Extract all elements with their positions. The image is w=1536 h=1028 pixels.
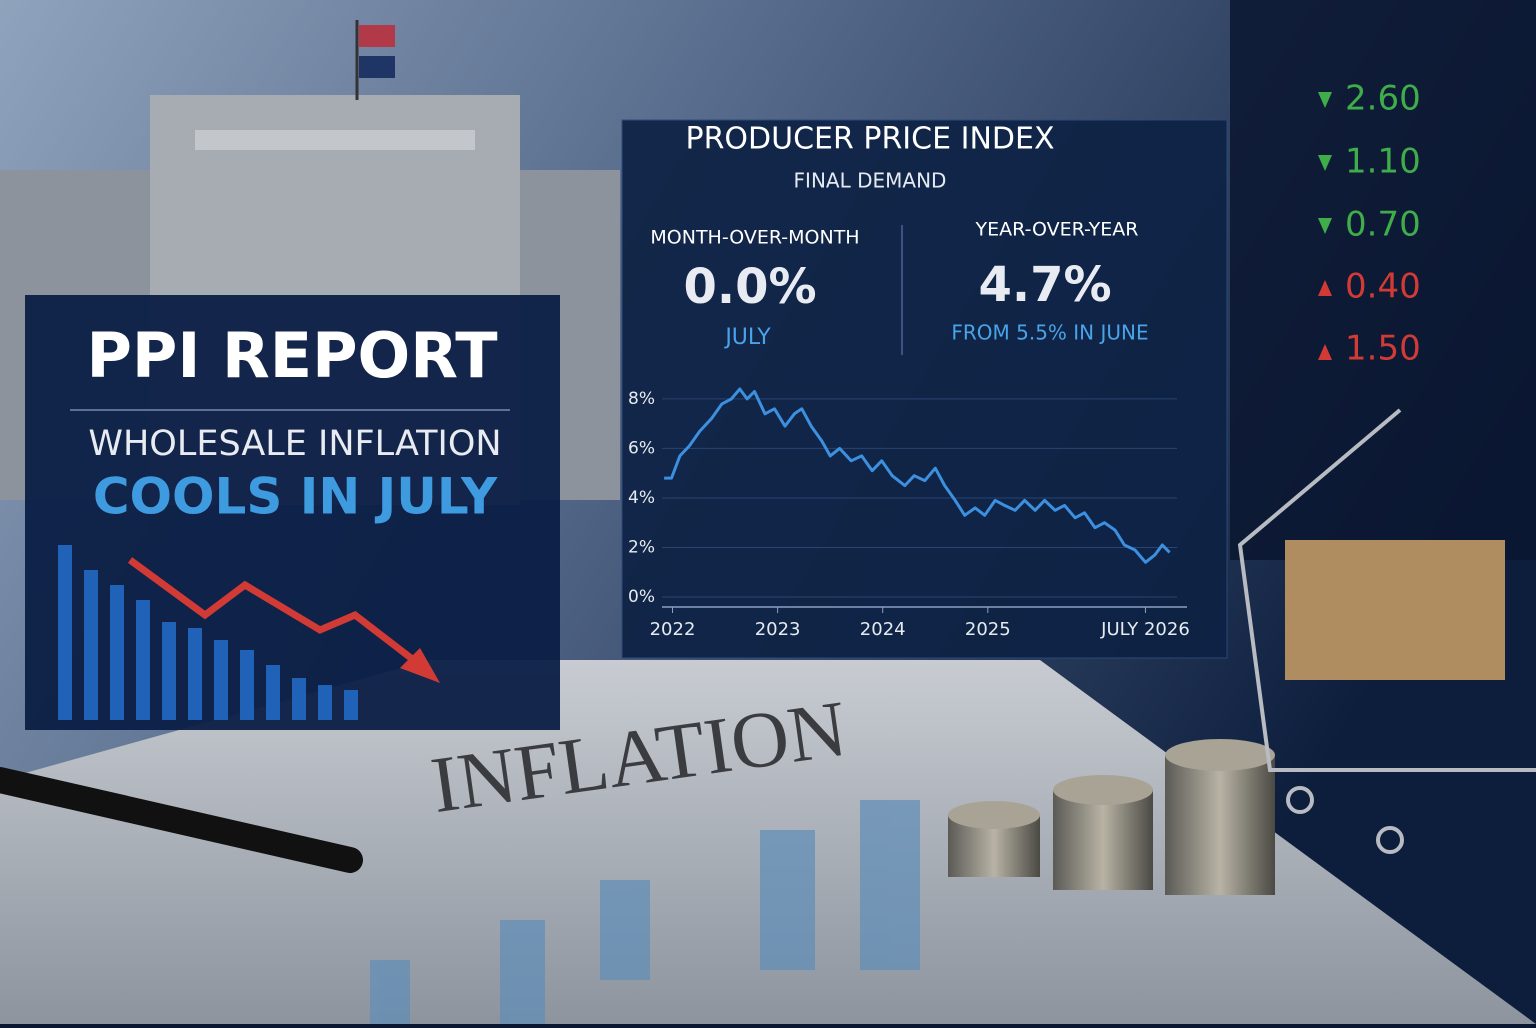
- mom-note: JULY: [723, 325, 771, 350]
- headline-highlight: COOLS IN JULY: [93, 468, 498, 526]
- y-tick-label: 0%: [628, 587, 655, 607]
- yoy-label: YEAR-OVER-YEAR: [975, 219, 1139, 241]
- yoy-value: 4.7%: [978, 257, 1111, 313]
- y-tick-label: 4%: [628, 488, 655, 508]
- ticker-value: 1.50: [1345, 329, 1421, 369]
- y-tick-label: 6%: [628, 438, 655, 458]
- x-tick-label: 2023: [755, 619, 801, 640]
- headline-subtitle: WHOLESALE INFLATION: [88, 424, 501, 464]
- ticker-value: 2.60: [1345, 79, 1421, 119]
- coins: [948, 739, 1275, 895]
- panel-subtitle: FINAL DEMAND: [794, 169, 947, 193]
- ppi-panel: [621, 119, 1228, 659]
- ticker-arrows: [1318, 92, 1332, 360]
- ticker-board: [1230, 0, 1536, 560]
- ticker-value: 1.10: [1345, 142, 1421, 182]
- x-tick-label: 2024: [860, 619, 906, 640]
- y-tick-label: 8%: [628, 389, 655, 409]
- x-tick-label: 2025: [965, 619, 1011, 640]
- headline-title: PPI REPORT: [86, 319, 497, 392]
- decorative-arrow: [127, 557, 423, 668]
- decorative-bars: [58, 545, 358, 720]
- mom-value: 0.0%: [683, 259, 816, 315]
- panel-title: PRODUCER PRICE INDEX: [685, 122, 1054, 157]
- y-tick-label: 2%: [628, 537, 655, 557]
- yoy-note: FROM 5.5% IN JUNE: [951, 321, 1148, 345]
- x-tick-label: 2022: [650, 619, 696, 640]
- chart: 0% 2% 4% 6% 8% 2022 2023 2024 2025 JULY 2026: [628, 387, 1190, 640]
- decorative-arrowhead: [400, 648, 440, 683]
- newspaper-bars: [370, 800, 920, 1024]
- ticker-value: 0.40: [1345, 267, 1421, 307]
- ticker-value: 0.70: [1345, 205, 1421, 245]
- pen: [0, 767, 363, 873]
- mom-label: MONTH-OVER-MONTH: [650, 227, 859, 249]
- cart: [1237, 408, 1536, 854]
- line-series: [664, 387, 1171, 564]
- x-tick-label: JULY 2026: [1100, 619, 1190, 640]
